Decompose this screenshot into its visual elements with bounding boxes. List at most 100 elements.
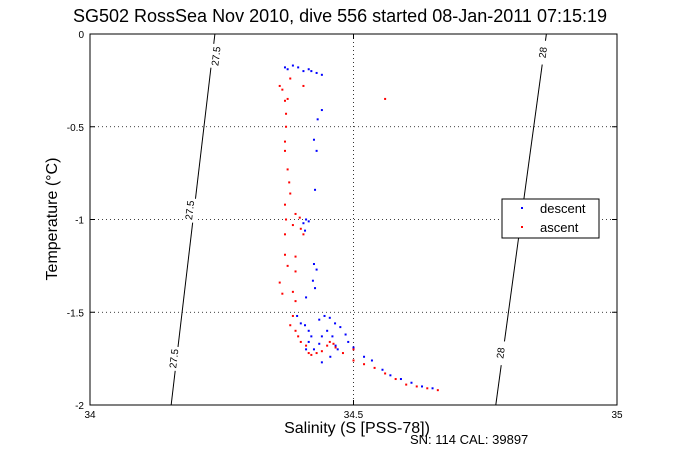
data-point-ascent — [315, 352, 318, 355]
y-tick-label: 0 — [78, 30, 84, 41]
x-axis-label: Salinity (S [PSS-78]) — [284, 420, 430, 437]
isopycnal-label: 27.5 — [168, 348, 181, 369]
data-point-ascent — [332, 342, 335, 345]
data-point-ascent — [305, 344, 308, 347]
data-point-descent — [344, 333, 347, 336]
data-point-ascent — [302, 84, 305, 87]
data-point-descent — [320, 109, 323, 112]
data-point-ascent — [320, 350, 323, 353]
data-point-descent — [310, 70, 313, 73]
isopycnal-label-bg — [493, 340, 509, 366]
tick-marks — [89, 33, 618, 406]
legend-marker-descent — [521, 207, 523, 209]
data-point-ascent — [285, 112, 288, 115]
data-point-descent — [389, 374, 392, 377]
data-point-descent — [311, 279, 314, 282]
data-point-ascent — [286, 97, 289, 100]
data-point-ascent — [289, 324, 292, 327]
isopycnal-label: 27.5 — [184, 200, 197, 221]
data-point-descent — [421, 385, 424, 388]
data-point-ascent — [283, 99, 286, 102]
data-point-descent — [320, 361, 323, 364]
data-point-ascent — [294, 255, 297, 258]
data-point-descent — [316, 118, 319, 121]
data-point-ascent — [328, 340, 331, 343]
data-point-descent — [305, 296, 308, 299]
data-point-descent — [334, 344, 337, 347]
data-point-ascent — [436, 389, 439, 392]
data-point-ascent — [307, 352, 310, 355]
data-point-ascent — [302, 233, 305, 236]
x-tick-label: 35 — [611, 410, 623, 421]
isopycnal-label: 28 — [495, 346, 507, 359]
data-point-ascent — [405, 383, 408, 386]
data-point-ascent — [281, 88, 284, 91]
data-point-ascent — [283, 203, 286, 206]
data-point-descent — [331, 335, 334, 338]
legend-box — [501, 198, 600, 239]
data-point-descent — [431, 387, 434, 390]
data-point-ascent — [294, 329, 297, 332]
data-point-descent — [307, 68, 310, 71]
data-point-ascent — [289, 192, 292, 195]
data-point-descent — [312, 138, 315, 141]
legend-label-descent: descent — [540, 201, 586, 216]
data-point-descent — [307, 340, 310, 343]
data-point-descent — [315, 149, 318, 152]
data-point-descent — [326, 329, 329, 332]
data-point-ascent — [297, 335, 300, 338]
isopycnal-label-bg — [535, 39, 551, 66]
data-point-descent — [286, 68, 289, 71]
data-point-descent — [312, 348, 315, 351]
data-point-descent — [305, 218, 308, 221]
data-point-ascent — [291, 314, 294, 317]
data-point-ascent — [384, 372, 387, 375]
data-point-descent — [304, 229, 307, 232]
data-point-ascent — [283, 140, 286, 143]
data-point-ascent — [285, 125, 288, 128]
data-point-descent — [302, 70, 305, 73]
data-point-ascent — [278, 281, 281, 284]
data-point-ascent — [286, 264, 289, 267]
data-point-ascent — [326, 344, 329, 347]
data-point-descent — [318, 318, 321, 321]
data-point-ascent — [289, 77, 292, 80]
data-point-descent — [305, 348, 308, 351]
data-point-ascent — [281, 292, 284, 295]
data-point-descent — [363, 355, 366, 358]
data-point-descent — [296, 314, 299, 317]
legend: descent ascent — [501, 198, 600, 239]
data-point-ascent — [294, 270, 297, 273]
x-tick-label: 34.5 — [344, 410, 364, 421]
data-point-descent — [336, 348, 339, 351]
data-point-descent — [314, 287, 317, 290]
data-point-ascent — [291, 224, 294, 227]
data-point-ascent — [363, 363, 366, 366]
legend-label-ascent: ascent — [540, 220, 579, 235]
data-point-descent — [315, 71, 318, 74]
data-point-ascent — [294, 300, 297, 303]
data-point-ascent — [310, 353, 313, 356]
data-point-ascent — [286, 168, 289, 171]
data-point-descent — [283, 66, 286, 69]
data-point-descent — [381, 368, 384, 371]
data-point-ascent — [426, 387, 429, 390]
isopycnal-label: 28 — [538, 46, 550, 59]
data-point-descent — [347, 340, 350, 343]
data-point-descent — [314, 188, 317, 191]
data-point-ascent — [415, 385, 418, 388]
data-point-descent — [297, 66, 300, 69]
y-tick-label: -1 — [75, 216, 84, 227]
data-point-ascent — [298, 216, 301, 219]
data-points — [278, 64, 439, 392]
y-axis-label: Temperature (°C) — [44, 158, 61, 281]
data-point-descent — [307, 329, 310, 332]
data-point-descent — [339, 326, 342, 329]
y-tick-label: -2 — [75, 401, 84, 412]
data-point-ascent — [299, 227, 302, 230]
data-point-ascent — [334, 346, 337, 349]
data-point-ascent — [384, 97, 387, 100]
data-point-ascent — [288, 181, 291, 184]
data-point-ascent — [283, 149, 286, 152]
data-point-descent — [370, 359, 373, 362]
